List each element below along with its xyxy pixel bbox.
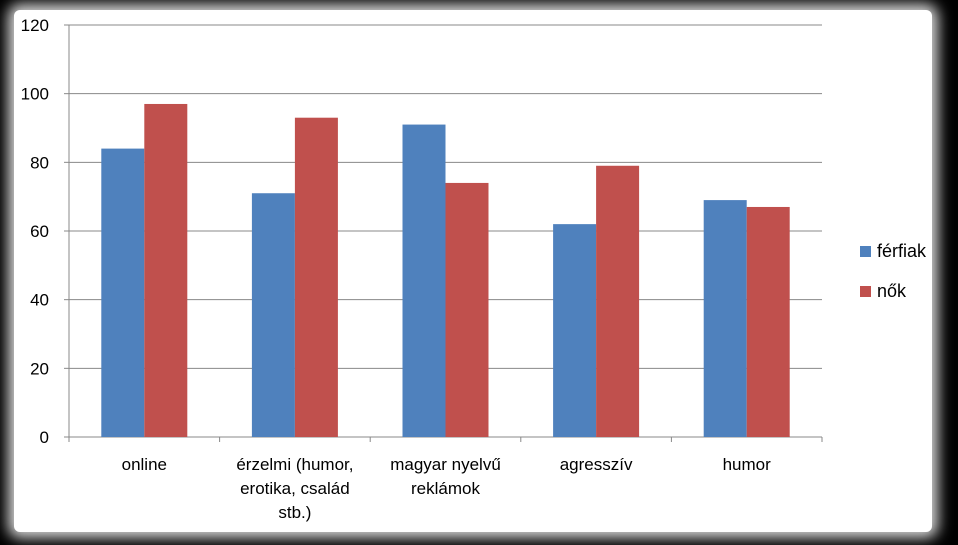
bar-ferfiak (101, 148, 145, 437)
legend-label-ferfiak: férfiak (877, 241, 927, 261)
x-category-label: stb.) (278, 503, 311, 522)
bar-ferfiak (553, 224, 597, 437)
bar-nok (445, 182, 489, 437)
y-tick-label: 80 (30, 153, 49, 172)
legend-label-nok: nők (877, 281, 907, 301)
bar-nok (596, 165, 640, 437)
x-category-label: magyar nyelvű (390, 455, 501, 474)
x-category-label: humor (723, 455, 772, 474)
legend-swatch-ferfiak (860, 246, 871, 257)
x-category-label: online (122, 455, 167, 474)
bar-nok (746, 206, 790, 437)
bar-ferfiak (402, 124, 446, 438)
y-tick-label: 20 (30, 359, 49, 378)
y-tick-label: 40 (30, 291, 49, 310)
x-category-label: agresszív (560, 455, 633, 474)
bar-ferfiak (251, 193, 295, 437)
bar-nok (144, 103, 188, 437)
bar-nok (294, 117, 338, 437)
legend-swatch-nok (860, 286, 871, 297)
y-tick-label: 120 (21, 16, 49, 35)
y-tick-label: 0 (40, 428, 49, 447)
x-category-label: erotika, család (240, 479, 350, 498)
x-category-label: reklámok (411, 479, 480, 498)
y-tick-label: 100 (21, 85, 49, 104)
y-tick-label: 60 (30, 222, 49, 241)
bar-ferfiak (703, 200, 747, 437)
x-category-label: érzelmi (humor, (236, 455, 353, 474)
